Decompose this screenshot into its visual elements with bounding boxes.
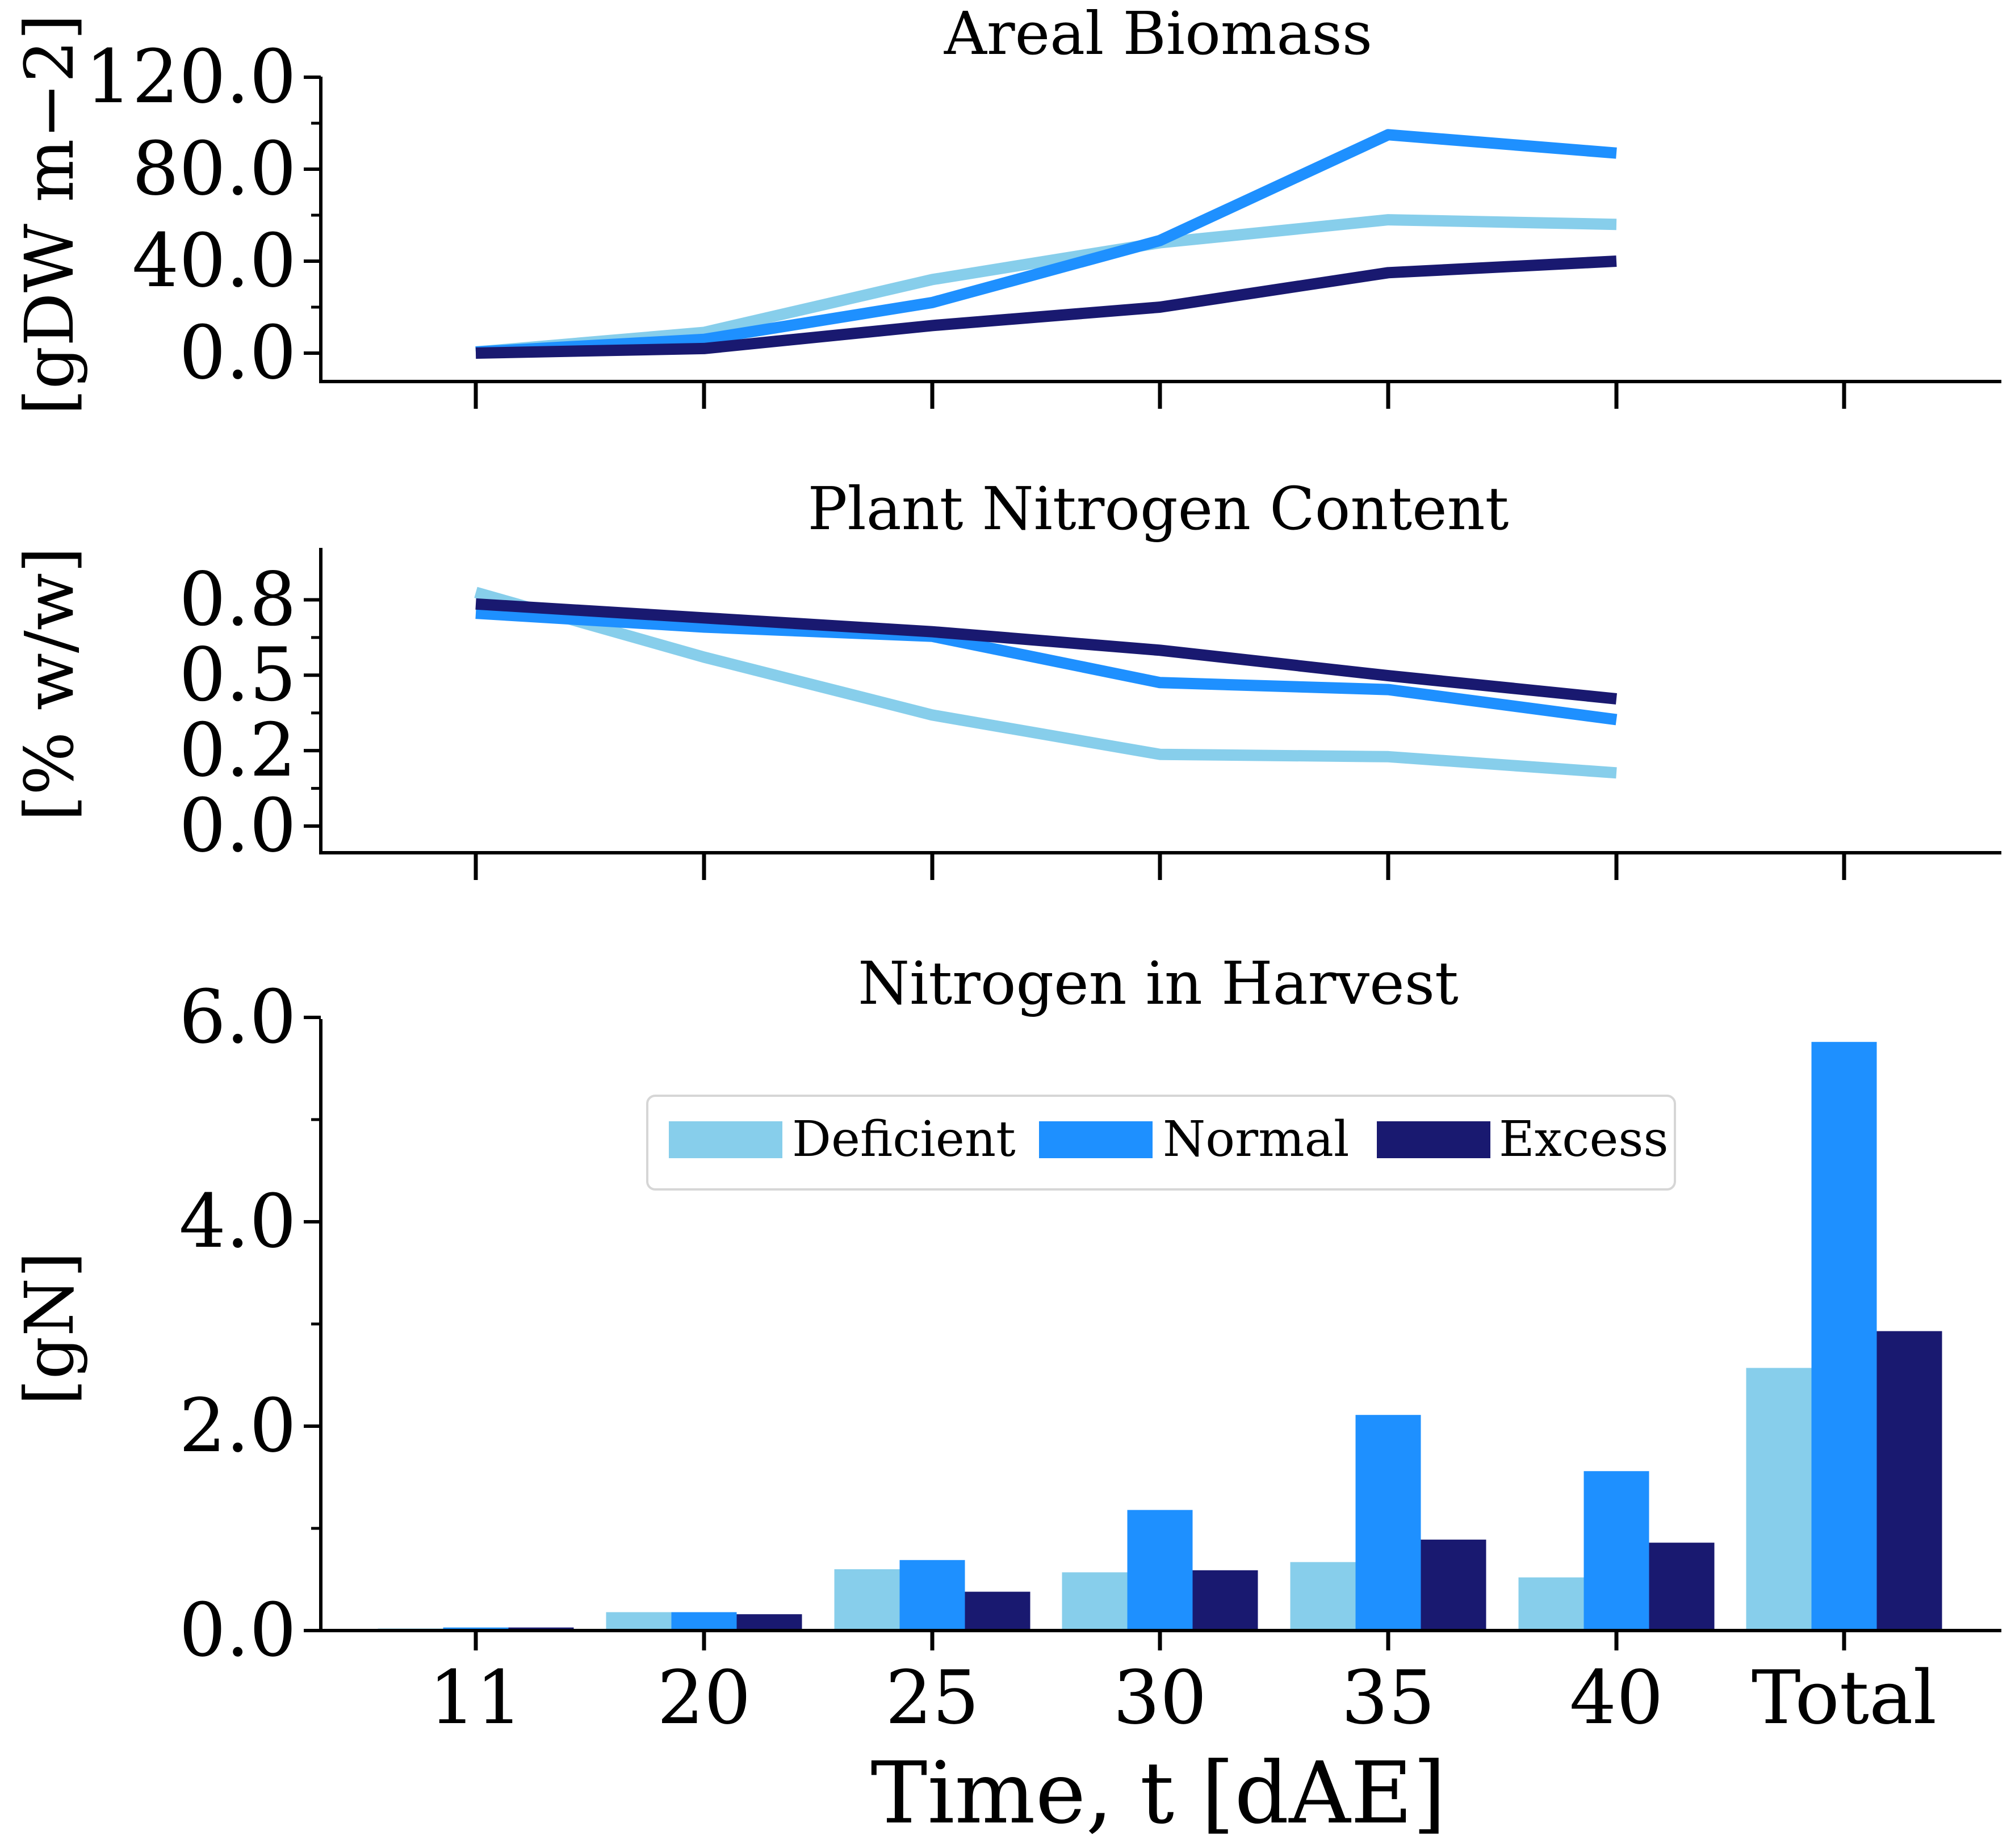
xtick-label-30: 30 xyxy=(1113,1654,1207,1741)
plant-nitrogen-line-normal xyxy=(475,607,1618,726)
bar-deficient-20 xyxy=(606,1612,672,1631)
bar-excess-40 xyxy=(1649,1543,1715,1631)
plant-nitrogen-ytick-label: 0.5 xyxy=(179,631,296,718)
bar-deficient-40 xyxy=(1518,1577,1584,1631)
bar-excess-total xyxy=(1876,1331,1942,1631)
areal-biomass-ylabel: [gDW m−2] xyxy=(10,14,89,416)
nitrogen-harvest-bars xyxy=(378,1042,1942,1631)
bar-normal-20 xyxy=(671,1612,737,1631)
x-axis-label: Time, t [dAE] xyxy=(870,1744,1446,1843)
bar-deficient-35 xyxy=(1290,1562,1356,1631)
bar-excess-20 xyxy=(736,1614,802,1631)
bar-deficient-25 xyxy=(834,1569,900,1631)
xtick-label-20: 20 xyxy=(657,1654,751,1741)
nitrogen-harvest-ytick-label: 6.0 xyxy=(179,974,296,1060)
areal-biomass-line-deficient xyxy=(475,214,1617,358)
plant-nitrogen-lines xyxy=(474,586,1618,779)
legend-label-normal: Normal xyxy=(1163,1111,1349,1168)
xtick-label-11: 11 xyxy=(429,1654,522,1741)
bar-normal-35 xyxy=(1355,1415,1421,1631)
xtick-label-40: 40 xyxy=(1569,1654,1663,1741)
bar-normal-30 xyxy=(1127,1510,1193,1631)
bar-normal-25 xyxy=(899,1560,965,1631)
areal-biomass-title: Areal Biomass xyxy=(944,0,1372,68)
bar-excess-30 xyxy=(1192,1570,1258,1631)
nitrogen-harvest-ticks: 0.0 2.0 4.0 6.0 11 20 25 30 35 40 Total xyxy=(179,974,1937,1741)
areal-biomass-ytick-label: 0.0 xyxy=(179,309,296,396)
legend-swatch-deficient xyxy=(669,1121,782,1158)
bar-normal-total xyxy=(1811,1042,1877,1631)
nitrogen-harvest-ytick-label: 0.0 xyxy=(179,1587,296,1673)
plant-nitrogen-panel: Plant Nitrogen Content [% w/w] 0.00.20.5… xyxy=(10,474,2001,880)
bar-excess-25 xyxy=(965,1591,1030,1631)
plant-nitrogen-ylabel: [% w/w] xyxy=(10,547,89,821)
xtick-label-25: 25 xyxy=(885,1654,979,1741)
areal-biomass-ytick-label: 80.0 xyxy=(132,125,296,212)
plant-nitrogen-ticks: 0.00.20.50.8 xyxy=(179,556,1846,880)
nitrogen-harvest-ytick-label: 2.0 xyxy=(179,1382,296,1469)
nitrogen-harvest-ytick-label: 4.0 xyxy=(179,1178,296,1264)
legend-label-excess: Excess xyxy=(1499,1111,1669,1168)
legend-label-deficient: Deficient xyxy=(792,1111,1016,1168)
nitrogen-harvest-ylabel: [gN] xyxy=(10,1252,89,1406)
nitrogen-harvest-title: Nitrogen in Harvest xyxy=(858,949,1459,1018)
plant-nitrogen-ytick-label: 0.2 xyxy=(179,707,296,793)
bar-deficient-total xyxy=(1746,1368,1812,1631)
nitrogen-harvest-panel: Nitrogen in Harvest [gN] 0.0 2.0 4.0 6.0 11 2… xyxy=(10,949,2001,1843)
plant-nitrogen-title: Plant Nitrogen Content xyxy=(808,474,1509,543)
legend: Deficient Normal Excess xyxy=(646,1095,1676,1191)
areal-biomass-line-normal xyxy=(475,129,1617,358)
areal-biomass-ytick-label: 120.0 xyxy=(85,33,296,120)
legend-swatch-normal xyxy=(1039,1121,1153,1158)
bar-excess-35 xyxy=(1421,1539,1486,1631)
areal-biomass-ytick-label: 40.0 xyxy=(132,217,296,304)
xtick-label-total: Total xyxy=(1752,1654,1937,1741)
plant-nitrogen-ytick-label: 0.8 xyxy=(179,556,296,642)
areal-biomass-line-excess xyxy=(475,255,1617,359)
legend-swatch-excess xyxy=(1377,1121,1490,1158)
plant-nitrogen-ytick-label: 0.0 xyxy=(179,782,296,869)
bar-normal-40 xyxy=(1583,1471,1649,1631)
xtick-label-35: 35 xyxy=(1341,1654,1435,1741)
areal-biomass-lines xyxy=(475,129,1617,359)
legend-box xyxy=(646,1095,1676,1191)
plant-nitrogen-line-excess xyxy=(475,598,1618,705)
plant-nitrogen-line-deficient xyxy=(474,586,1617,779)
bar-deficient-30 xyxy=(1062,1572,1128,1631)
